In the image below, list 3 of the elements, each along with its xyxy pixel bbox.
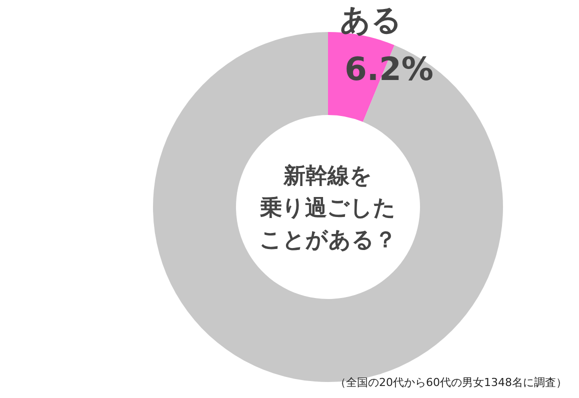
slice-label: ある <box>340 3 402 38</box>
text: 新幹線を乗り過ごしたことがある？ <box>259 163 396 253</box>
text: （全国の20代から60代の男女1348名に調査） <box>335 376 567 389</box>
